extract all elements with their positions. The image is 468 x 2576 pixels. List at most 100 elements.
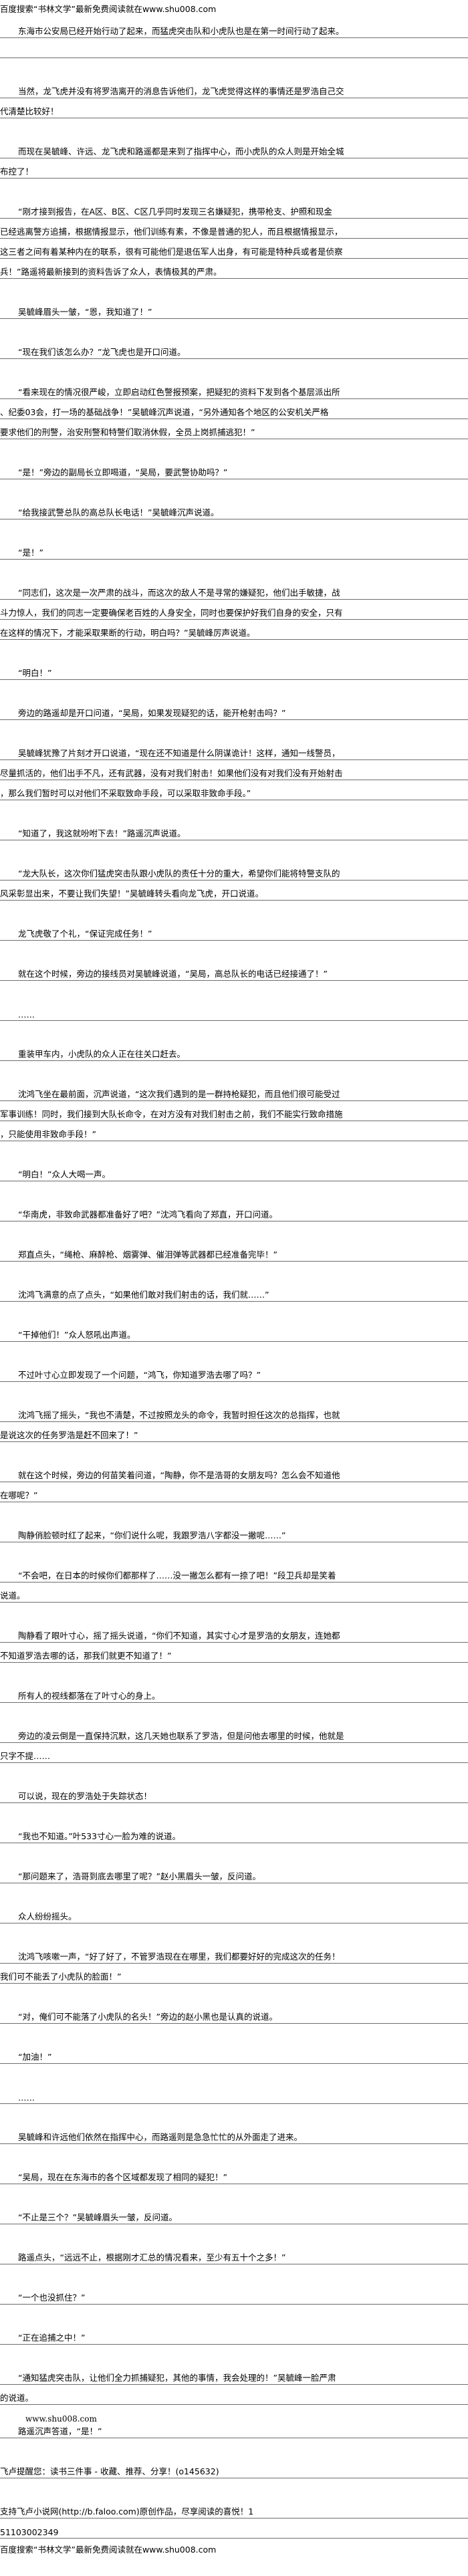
paragraph: “是！”旁边的副局长立即喝道，“吴局，要武警协助吗？”: [0, 459, 468, 479]
paragraph: 所有人的视线都落在了叶寸心的身上。: [0, 1683, 468, 1703]
line-text: 我们可不能丢了小虎队的脸面！”: [0, 1972, 122, 1982]
line-text: 已经逃离警方追捕，根据情报显示，他们训练有素，不像是普通的犯人，而且根据情报显示…: [0, 227, 343, 237]
line-text: 郑直点头，“绳枪、麻醉枪、烟雾弹、催泪弹等武器都已经准备完毕！”: [18, 1250, 277, 1260]
text-line: 是说这次的任务罗浩是赶不回来了！”: [0, 1422, 468, 1442]
line-text: “现在我们该怎么办？”龙飞虎也是开口问道。: [18, 347, 186, 357]
line-text: 沈鸿飞摇了摇头，“我也不清楚，不过按照龙头的命令，我暂时担任这次的总指挥，也就: [18, 1410, 340, 1420]
text-line: 旁边的凌云倒是一直保持沉默，这几天她也联系了罗浩，但是问他去哪里的时候，他就是: [0, 1723, 468, 1743]
line-text: “是！”旁边的副局长立即喝道，“吴局，要武警协助吗？”: [18, 467, 228, 477]
text-line: 尽量抓活的，他们出手不凡，还有武器，没有对我们射击！如果他们没有对我们没有开始射…: [0, 760, 468, 780]
paragraph: “龙大队长，这次你们猛虎突击队跟小虎队的责任十分的重大，希望你们能将特警支队的风…: [0, 860, 468, 901]
paragraph: “看来现在的情况很严峻，立即启动红色警报预案，把疑犯的资料下发到各个基层派出所、…: [0, 379, 468, 439]
site-banner-bottom: 百度搜索“书林文学”最新免费阅读就在www.shu008.com: [0, 2545, 217, 2555]
text-line: ，只能使用非致命手段！”: [0, 1121, 468, 1141]
text-line: “同志们，这次是一次严肃的战斗，而这次的敌人不是寻常的嫌疑犯，他们出手敏捷，战: [0, 580, 468, 600]
paragraph: “不会吧，在日本的时候你们都那样了……没一撇怎么都有一捺了吧！”段卫兵却是笑着说…: [0, 1562, 468, 1603]
site-watermark: www.shu008.com: [25, 2414, 97, 2424]
paragraph: 陶静看了眼叶寸心，摇了摇头说道，“你们不知道，其实寸心才是罗浩的女朋友，连她都不…: [0, 1623, 468, 1663]
text-line: 东海市公安局已经开始行动了起来，而猛虎突击队和小虎队也是在第一时间行动了起来。: [0, 18, 468, 38]
text-line: 就在这个时候，旁边的接线员对吴毓峰说道，“吴局，高总队长的电话已经接通了！”: [0, 961, 468, 981]
text-line: “一个也没抓住？”: [0, 2285, 468, 2305]
text-line: “不会吧，在日本的时候你们都那样了……没一撇怎么都有一捺了吧！”段卫兵却是笑着: [0, 1562, 468, 1583]
paragraph: “通知猛虎突击队，让他们全力抓捕疑犯，其他的事情，我会处理的！”吴毓峰一脸严肃的…: [0, 2365, 468, 2405]
paragraph: “不止是三个？”吴毓峰眉头一皱，反问道。: [0, 2204, 468, 2224]
line-text: 的说道。: [0, 2393, 34, 2403]
line-text: ，只能使用非致命手段！”: [0, 1129, 96, 1139]
text-line: [0, 38, 468, 58]
text-line: “正在追捕之中！”: [0, 2325, 468, 2345]
paragraph: “知道了，我这就吩咐下去！”路遥沉声说道。: [0, 820, 468, 840]
text-line: 布控了！: [0, 158, 468, 179]
line-text: 风采彰显出来，不要让我们失望！”吴毓峰转头看向龙飞虎，开口说道。: [0, 889, 263, 899]
text-line: 众人纷纷摇头。: [0, 1903, 468, 1923]
text-line: 龙飞虎敬了个礼，“保证完成任务！”: [0, 921, 468, 941]
text-line: “干掉他们！”众人怒吼出声道。: [0, 1322, 468, 1342]
line-text: ，那么我们暂时可以对他们不采取致命手段，可以采取非致命手段。”: [0, 788, 251, 798]
line-text: 沈鸿飞满意的点了点头，“如果他们敢对我们射击的话，我们就……”: [18, 1290, 269, 1300]
text-line: “通知猛虎突击队，让他们全力抓捕疑犯，其他的事情，我会处理的！”吴毓峰一脸严肃: [0, 2365, 468, 2385]
line-text: 不知道罗浩去哪的话，那我们就更不知道了！”: [0, 1651, 172, 1661]
line-text: 斗力惊人，我们的同志一定要确保老百姓的人身安全，同时也要保护好我们自身的安全，只…: [0, 608, 343, 618]
paragraph: 沈鸿飞坐在最前面，沉声说道，“这次我们遇到的是一群持枪疑犯，而且他们很可能受过军…: [0, 1081, 468, 1141]
paragraph: 陶静俏脸顿时红了起来，“你们说什么呢，我跟罗浩八字都没一撇呢……”: [0, 1522, 468, 1542]
line-text: “干掉他们！”众人怒吼出声道。: [18, 1330, 136, 1340]
line-text: 不过叶寸心立即发现了一个问题，“鸿飞，你知道罗浩去哪了吗？”: [18, 1370, 261, 1380]
paragraph: 路遥点头，“远远不止，根据刚才汇总的情况看来，至少有五十个之多！”: [0, 2244, 468, 2264]
text-line: 的说道。: [0, 2385, 468, 2405]
paragraph: “吴局，现在在东海市的各个区域都发现了相同的疑犯！”: [0, 2164, 468, 2184]
paragraph: “同志们，这次是一次严肃的战斗，而这次的敌人不是寻常的嫌疑犯，他们出手敏捷，战斗…: [0, 580, 468, 640]
text-line: 旁边的路遥却是开口问道，“吴局，如果发现疑犯的话，能开枪射击吗？”: [0, 700, 468, 720]
line-text: “看来现在的情况很严峻，立即启动红色警报预案，把疑犯的资料下发到各个基层派出所: [18, 387, 340, 397]
paragraph: “那问题来了，浩哥到底去哪里了呢？”赵小黑眉头一皱，反问道。: [0, 1863, 468, 1883]
line-text: “不止是三个？”吴毓峰眉头一皱，反问道。: [18, 2212, 177, 2222]
paragraph: ……: [0, 2084, 468, 2104]
text-line: 路遥沉声答道，“是！”: [0, 2425, 468, 2438]
text-line: “知道了，我这就吩咐下去！”路遥沉声说道。: [0, 820, 468, 840]
text-line: “那问题来了，浩哥到底去哪里了呢？”赵小黑眉头一皱，反问道。: [0, 1863, 468, 1883]
text-line: 陶静看了眼叶寸心，摇了摇头说道，“你们不知道，其实寸心才是罗浩的女朋友，连她都: [0, 1623, 468, 1643]
paragraph: “华南虎，非致命武器都准备好了吧？”沈鸿飞看向了郑直，开口问道。: [0, 1201, 468, 1221]
footer-reminder: 飞卢提醒您：读书三件事 - 收藏、推荐、分享！(o145632): [0, 2458, 468, 2478]
text-line: “华南虎，非致命武器都准备好了吧？”沈鸿飞看向了郑直，开口问道。: [0, 1201, 468, 1221]
footer-support-link[interactable]: 支持飞卢小说网(http://b.faloo.com)原创作品，尽享阅读的喜悦！…: [0, 2498, 468, 2519]
paragraph: 不过叶寸心立即发现了一个问题，“鸿飞，你知道罗浩去哪了吗？”: [0, 1362, 468, 1382]
text-line: 、纪委03会，打一场的基础战争！”吴毓峰沉声说道，“另外通知各个地区的公安机关严…: [0, 399, 468, 419]
line-text: 这三者之间有着某种内在的联系，很有可能他们是退伍军人出身，有可能是特种兵或者是侦…: [0, 247, 343, 257]
paragraph: “我也不知道。”叶533寸心一脸为难的说道。: [0, 1823, 468, 1843]
line-text: “明白！”: [18, 668, 52, 678]
line-text: 尽量抓活的，他们出手不凡，还有武器，没有对我们射击！如果他们没有对我们没有开始射…: [0, 768, 343, 778]
line-text: ……: [18, 1010, 35, 1020]
line-text: 布控了！: [0, 166, 34, 177]
paragraph: 可以说，现在的罗浩处于失踪状态！: [0, 1783, 468, 1803]
text-line: ，那么我们暂时可以对他们不采取致命手段，可以采取非致命手段。”: [0, 780, 468, 800]
line-text: 旁边的凌云倒是一直保持沉默，这几天她也联系了罗浩，但是问他去哪里的时候，他就是: [18, 1731, 344, 1741]
text-line: 斗力惊人，我们的同志一定要确保老百姓的人身安全，同时也要保护好我们自身的安全，只…: [0, 600, 468, 620]
line-text: 军事训练！同时，我们接到大队长命令，在对方没有对我们射击之前，我们不能实行致命措…: [0, 1109, 343, 1119]
text-line: “是！”旁边的副局长立即喝道，“吴局，要武警协助吗？”: [0, 459, 468, 479]
text-line: 风采彰显出来，不要让我们失望！”吴毓峰转头看向龙飞虎，开口说道。: [0, 881, 468, 901]
text-line: “明白！”: [0, 660, 468, 680]
text-line: 代清楚比较好！: [0, 98, 468, 118]
text-line: “对，俺们可不能落了小虎队的名头！”旁边的赵小黑也是认真的说道。: [0, 2004, 468, 2024]
line-text: 、纪委03会，打一场的基础战争！”吴毓峰沉声说道，“另外通知各个地区的公安机关严…: [0, 407, 329, 417]
text-line: 已经逃离警方追捕，根据情报显示，他们训练有素，不像是普通的犯人，而且根据情报显示…: [0, 219, 468, 239]
paragraph: 郑直点头，“绳枪、麻醉枪、烟雾弹、催泪弹等武器都已经准备完毕！”: [0, 1242, 468, 1262]
line-text: “一个也没抓住？”: [18, 2293, 86, 2303]
line-text: 陶静看了眼叶寸心，摇了摇头说道，“你们不知道，其实寸心才是罗浩的女朋友，连她都: [18, 1631, 340, 1641]
text-line: 兵！”路遥将最新接到的资料告诉了众人，表情极其的严肃。: [0, 259, 468, 279]
line-text: 龙飞虎敬了个礼，“保证完成任务！”: [18, 929, 152, 939]
line-text: 而现在吴毓峰、许远、龙飞虎和路遥都是来到了指挥中心，而小虎队的众人则是开始全城: [18, 146, 344, 156]
paragraph: “对，俺们可不能落了小虎队的名头！”旁边的赵小黑也是认真的说道。: [0, 2004, 468, 2024]
text-line: 当然，龙飞虎并没有将罗浩离开的消息告诉他们，龙飞虎觉得这样的事情还是罗浩自己交: [0, 78, 468, 98]
line-text: “正在追捕之中！”: [18, 2333, 86, 2343]
line-text: 要求他们的刑警，治安刑警和特警们取消休假，全员上岗抓捕逃犯！”: [0, 427, 255, 437]
line-text: 只字不提……: [0, 1751, 51, 1761]
text-line: “加油！”: [0, 2044, 468, 2064]
text-line: ……: [0, 1001, 468, 1021]
line-text: “同志们，这次是一次严肃的战斗，而这次的敌人不是寻常的嫌疑犯，他们出手敏捷，战: [18, 588, 340, 598]
paragraph: 龙飞虎敬了个礼，“保证完成任务！”: [0, 921, 468, 941]
paragraph: “干掉他们！”众人怒吼出声道。: [0, 1322, 468, 1342]
paragraph: 沈鸿飞咳嗽一声，“好了好了，不管罗浩现在在哪里，我们都要好好的完成这次的任务！ 我…: [0, 1944, 468, 1984]
text-line: 沈鸿飞满意的点了点头，“如果他们敢对我们射击的话，我们就……”: [0, 1282, 468, 1302]
text-line: 吴毓峰眉头一皱，“恩，我知道了！”: [0, 299, 468, 319]
